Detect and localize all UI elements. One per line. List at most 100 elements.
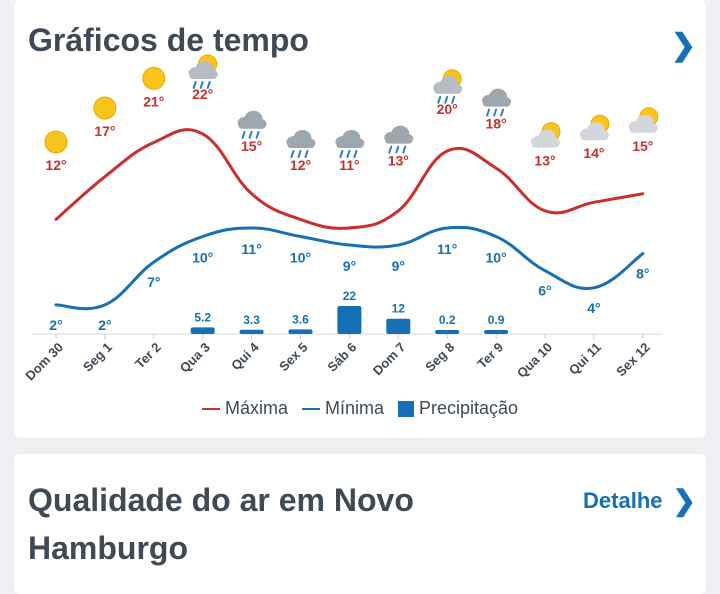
legend-max: Máxima [201, 398, 288, 419]
cloud-shape [483, 100, 511, 107]
min-temp-label: 11° [437, 241, 457, 257]
rain-drop [206, 81, 211, 89]
cloud-shape [385, 137, 413, 144]
rain-drop [500, 108, 505, 117]
sun-shape [142, 66, 166, 90]
rain-drop [241, 130, 246, 139]
precip-bar [386, 318, 411, 334]
cloud-shape [336, 142, 364, 148]
max-temp-label: 17° [94, 123, 115, 139]
legend-precip-swatch [397, 400, 414, 417]
sun-shape [93, 96, 117, 120]
rain-drop [304, 150, 309, 158]
precip-bar [190, 327, 215, 334]
max-temp-label: 15° [241, 138, 262, 154]
precip-value-label: 3.6 [292, 312, 309, 326]
x-day-label: Sex 12 [613, 340, 653, 380]
max-temp-label: 13° [388, 153, 409, 169]
rain-drop [248, 130, 253, 139]
partly-cloudy-icon [531, 122, 561, 148]
max-temp-label: 12° [290, 157, 311, 173]
max-temp-label: 12° [45, 157, 66, 173]
min-temp-label: 2° [98, 317, 111, 333]
x-day-label: Sáb 6 [324, 340, 359, 375]
legend-min: Mínima [301, 398, 384, 419]
min-temp-label: 6° [538, 283, 551, 299]
rain-cloud-icon [384, 125, 414, 154]
rain-drop [437, 95, 442, 104]
legend-min-label: Mínima [324, 398, 384, 418]
min-temp-label: 10° [192, 250, 213, 266]
chart-legend: Máxima Mínima Precipitação [14, 398, 706, 419]
chevron-right-icon: ❯ [672, 485, 696, 516]
detail-label: Detalhe [583, 487, 663, 513]
rain-cloud-icon [482, 88, 512, 117]
cloud-shape [629, 126, 657, 133]
min-temp-label: 2° [49, 317, 62, 333]
x-day-label: Sex 5 [276, 340, 311, 375]
x-day-label: Qua 3 [177, 340, 213, 376]
rain-drop [486, 108, 491, 117]
x-day-label: Dom 7 [370, 340, 409, 379]
cloud-shape [238, 122, 266, 129]
precip-value-label: 5.2 [194, 310, 211, 324]
rain-drop [199, 81, 204, 89]
max-temp-label: 18° [486, 116, 507, 132]
x-day-label: Qui 4 [228, 339, 262, 373]
max-temp-label: 14° [583, 145, 604, 161]
cloud-shape [434, 87, 462, 94]
rain-drop [402, 145, 407, 154]
precip-bar [435, 330, 460, 334]
air-quality-card: Qualidade do ar em Novo Hamburgo Detalhe… [14, 454, 706, 594]
max-temp-label: 21° [143, 93, 164, 109]
x-day-label: Qua 10 [514, 340, 555, 381]
legend-min-swatch [301, 407, 320, 410]
precip-value-label: 22 [343, 289, 357, 303]
precip-bar [239, 329, 264, 334]
detail-link[interactable]: Detalhe ❯ [583, 484, 696, 517]
weather-chart: 5.2 3.3 3.6 22 12 0.2 0.9 12° 17° 21° 22° 15° 12° 11°… [22, 54, 662, 384]
max-temp-label: 22° [192, 86, 213, 102]
legend-precip-label: Precipitação [418, 398, 519, 418]
precip-bar [484, 330, 509, 334]
cloud-shape [532, 141, 559, 148]
max-temp-label: 11° [339, 157, 359, 173]
legend-max-label: Máxima [224, 398, 288, 418]
precip-value-label: 0.9 [488, 313, 505, 327]
rain-drop [395, 145, 400, 154]
rain-drop [290, 150, 295, 158]
x-day-label: Ter 2 [132, 340, 164, 372]
weather-charts-card: Gráficos de tempo ❯ 5.2 3.3 3.6 22 12 0.2 0.9 1… [14, 0, 706, 438]
min-temp-label: 11° [241, 241, 261, 257]
chevron-right-icon[interactable]: ❯ [670, 29, 696, 62]
min-temp-label: 9° [343, 258, 356, 274]
rain-drop [255, 130, 260, 139]
sun-icon [142, 66, 166, 90]
rain-cloud-icon [286, 130, 316, 158]
rain-drop [297, 150, 302, 158]
cloud-shape [580, 134, 608, 141]
x-day-label: Dom 30 [22, 340, 66, 384]
precip-value-label: 3.3 [243, 313, 260, 327]
precip-bar [337, 306, 362, 334]
rain-drop [353, 150, 358, 158]
min-temp-label: 7° [147, 274, 160, 290]
air-quality-title: Qualidade do ar em Novo Hamburgo [28, 482, 414, 566]
legend-precip: Precipitação [397, 398, 519, 419]
sun-shape [44, 130, 68, 154]
max-temp-label: 13° [534, 153, 555, 169]
x-day-label: Seg 1 [80, 340, 115, 375]
rain-drop [493, 108, 498, 117]
max-temp-label: 15° [632, 138, 653, 154]
max-temp-label: 20° [437, 101, 458, 117]
rain-drop [451, 95, 456, 104]
cloud-shape [287, 142, 315, 148]
partly-cloudy-icon [628, 107, 659, 133]
x-day-label: Seg 8 [422, 340, 457, 375]
rain-drop [388, 145, 393, 154]
x-day-label: Ter 9 [474, 340, 506, 372]
rain-drop [346, 150, 351, 158]
sun-icon [93, 96, 117, 120]
rain-cloud-icon [335, 130, 365, 158]
rain-drop [339, 150, 344, 158]
